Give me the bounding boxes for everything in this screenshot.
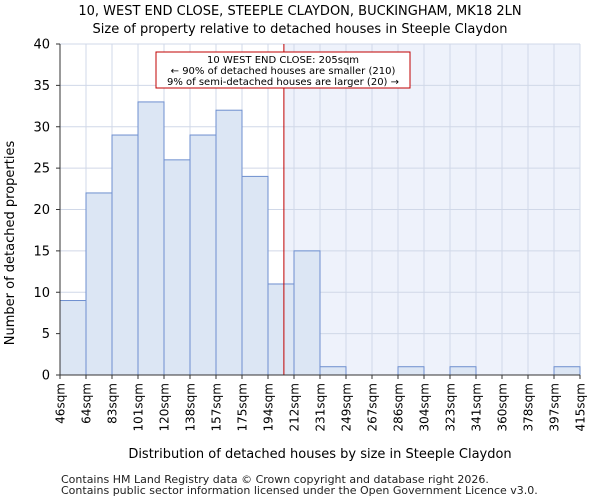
bar (189, 134, 217, 376)
bars (59, 101, 581, 376)
footer-copyright: Contains HM Land Registry data © Crown c… (61, 473, 489, 486)
bar (59, 300, 87, 376)
annotation-line-2: ← 90% of detached houses are smaller (21… (171, 66, 396, 77)
x-tick-label: 415sqm (574, 383, 588, 431)
x-tick-label: 341sqm (470, 383, 484, 431)
x-tick-label: 64sqm (80, 383, 94, 424)
x-tick-label: 267sqm (366, 383, 380, 431)
y-tick-label: 10 (33, 286, 50, 301)
bar (293, 250, 321, 376)
histogram-chart: 0 5 10 15 20 25 30 35 40 46sqm 64sqm 83sqm 101sqm 12… (3, 4, 588, 462)
y-tick-label: 20 (33, 203, 50, 218)
bar (319, 366, 347, 376)
y-tick-labels: 0 5 10 15 20 25 30 35 40 (33, 38, 60, 384)
x-tick-label: 157sqm (210, 383, 224, 431)
annotation-line-3: 9% of semi-detached houses are larger (2… (167, 77, 399, 88)
y-tick-label: 30 (33, 120, 50, 135)
bar (163, 159, 191, 376)
x-tick-labels: 46sqm 64sqm 83sqm 101sqm 120sqm 138sqm 157sqm 1… (54, 375, 588, 431)
y-tick-label: 35 (33, 79, 50, 94)
bar (215, 109, 243, 376)
x-tick-label: 120sqm (158, 383, 172, 431)
y-tick-label: 5 (42, 327, 50, 342)
x-tick-label: 231sqm (314, 383, 328, 431)
x-tick-label: 249sqm (340, 383, 354, 431)
bar (111, 134, 139, 376)
x-tick-label: 378sqm (522, 383, 536, 431)
x-tick-label: 194sqm (262, 383, 276, 431)
bar (553, 366, 581, 376)
bar (397, 366, 425, 376)
bar (449, 366, 477, 376)
bar (85, 192, 113, 376)
chart-title: 10, WEST END CLOSE, STEEPLE CLAYDON, BUC… (78, 4, 521, 19)
annotation-line-1: 10 WEST END CLOSE: 205sqm (207, 55, 359, 66)
x-tick-label: 323sqm (444, 383, 458, 431)
x-tick-label: 304sqm (418, 383, 432, 431)
x-tick-label: 397sqm (548, 383, 562, 431)
annotation-frame (155, 51, 411, 89)
x-tick-label: 286sqm (392, 383, 406, 431)
y-tick-label: 0 (42, 369, 50, 384)
bar (241, 175, 269, 376)
annotation-box: 10 WEST END CLOSE: 205sqm ← 90% of detac… (155, 51, 411, 89)
y-tick-label: 25 (33, 162, 50, 177)
bar (137, 101, 165, 376)
x-tick-label: 83sqm (106, 383, 120, 424)
x-tick-label: 175sqm (236, 383, 250, 431)
bar (267, 283, 295, 376)
x-axis-label: Distribution of detached houses by size … (128, 447, 511, 462)
y-tick-label: 40 (33, 38, 50, 53)
x-tick-label: 138sqm (184, 383, 198, 431)
x-tick-label: 212sqm (288, 383, 302, 431)
footer-licence: Contains public sector information licen… (61, 484, 538, 497)
x-tick-label: 101sqm (132, 383, 146, 431)
chart-subtitle: Size of property relative to detached ho… (93, 22, 508, 37)
x-tick-label: 360sqm (496, 383, 510, 431)
y-tick-label: 15 (33, 244, 50, 259)
y-axis-label: Number of detached properties (3, 141, 18, 346)
x-tick-label: 46sqm (54, 383, 68, 424)
